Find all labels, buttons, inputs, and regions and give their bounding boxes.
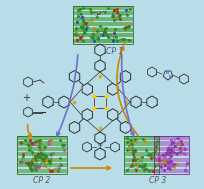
Bar: [73, 33, 132, 37]
Bar: [73, 17, 132, 21]
Bar: [124, 147, 159, 151]
Bar: [73, 6, 132, 10]
Text: N: N: [165, 71, 168, 75]
Text: CP 3: CP 3: [149, 176, 166, 185]
Bar: [17, 136, 67, 174]
Text: +: +: [22, 93, 30, 103]
Bar: [73, 22, 132, 26]
Bar: [73, 28, 132, 32]
Bar: [154, 147, 188, 151]
Bar: [17, 163, 67, 167]
Bar: [17, 152, 67, 156]
Text: N: N: [168, 75, 171, 79]
Bar: [154, 158, 188, 162]
Bar: [124, 152, 159, 156]
Bar: [124, 169, 159, 173]
Bar: [154, 163, 188, 167]
Bar: [154, 152, 188, 156]
Bar: [154, 141, 188, 146]
Bar: [124, 158, 159, 162]
Bar: [17, 169, 67, 173]
Bar: [124, 136, 159, 140]
Bar: [124, 141, 159, 146]
Bar: [73, 6, 132, 44]
Text: $\mathrm{N_3}$: $\mathrm{N_3}$: [96, 141, 103, 149]
Bar: [17, 136, 67, 140]
Text: CP 1: CP 1: [106, 47, 123, 56]
Bar: [124, 163, 159, 167]
Bar: [124, 136, 159, 174]
Bar: [73, 39, 132, 43]
Bar: [17, 141, 67, 146]
Bar: [154, 169, 188, 173]
Bar: [154, 136, 188, 174]
Text: CP 2: CP 2: [33, 176, 50, 185]
Bar: [73, 11, 132, 15]
Bar: [17, 158, 67, 162]
Bar: [154, 136, 188, 140]
Bar: [17, 147, 67, 151]
